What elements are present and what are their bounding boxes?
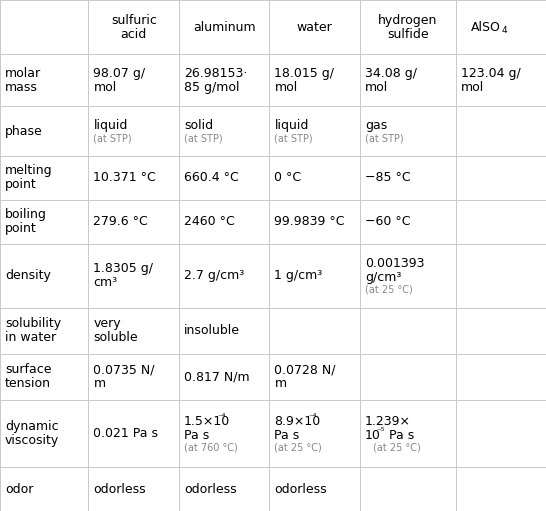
Text: 8.9×10: 8.9×10 [275,414,321,428]
Text: 34.08 g/: 34.08 g/ [365,66,417,80]
Text: density: density [5,269,51,282]
Text: tension: tension [5,377,51,390]
Text: boiling: boiling [5,208,47,221]
Text: (at STP): (at STP) [184,133,223,143]
Text: ⁻⁴: ⁻⁴ [217,413,226,422]
Text: soluble: soluble [93,332,138,344]
Text: 0.0728 N/: 0.0728 N/ [275,363,336,376]
Text: 10: 10 [365,429,381,442]
Text: mol: mol [93,81,117,94]
Text: 0 °C: 0 °C [275,172,301,184]
Text: 1 g/cm³: 1 g/cm³ [275,269,323,282]
Text: (at 25 °C): (at 25 °C) [373,443,421,453]
Text: melting: melting [5,165,52,177]
Text: 0.817 N/m: 0.817 N/m [184,370,250,383]
Text: odorless: odorless [184,483,236,496]
Text: 1.8305 g/: 1.8305 g/ [93,262,153,275]
Text: 99.9839 °C: 99.9839 °C [275,215,345,228]
Text: (at STP): (at STP) [365,133,403,143]
Text: m: m [275,377,287,390]
Text: 10.371 °C: 10.371 °C [93,172,156,184]
Text: 1.5×10: 1.5×10 [184,414,230,428]
Text: solid: solid [184,119,213,132]
Text: acid: acid [121,28,147,40]
Text: 4: 4 [501,26,507,35]
Text: hydrogen: hydrogen [378,14,437,27]
Text: 0.021 Pa s: 0.021 Pa s [93,427,158,440]
Text: 2.7 g/cm³: 2.7 g/cm³ [184,269,244,282]
Text: odorless: odorless [93,483,146,496]
Text: insoluble: insoluble [184,324,240,337]
Text: liquid: liquid [275,119,309,132]
Text: mol: mol [460,81,484,94]
Text: cm³: cm³ [93,276,117,289]
Text: 2460 °C: 2460 °C [184,215,235,228]
Text: −60 °C: −60 °C [365,215,411,228]
Text: sulfuric: sulfuric [111,14,157,27]
Text: m: m [93,377,105,390]
Text: mass: mass [5,81,38,94]
Text: surface: surface [5,363,51,376]
Text: Pa s: Pa s [275,429,300,442]
Text: (at STP): (at STP) [275,133,313,143]
Text: ⁻⁴: ⁻⁴ [308,413,316,422]
Text: solubility: solubility [5,317,61,331]
Text: phase: phase [5,125,43,137]
Text: molar: molar [5,66,41,80]
Text: Pa s: Pa s [385,429,414,442]
Text: (at 25 °C): (at 25 °C) [275,443,322,453]
Text: Pa s: Pa s [184,429,209,442]
Text: 0.001393: 0.001393 [365,257,424,270]
Text: very: very [93,317,121,331]
Text: 85 g/mol: 85 g/mol [184,81,240,94]
Text: (at STP): (at STP) [93,133,132,143]
Text: point: point [5,222,37,235]
Text: 18.015 g/: 18.015 g/ [275,66,335,80]
Text: 123.04 g/: 123.04 g/ [460,66,520,80]
Text: (at 760 °C): (at 760 °C) [184,443,238,453]
Text: 26.98153·: 26.98153· [184,66,247,80]
Text: gas: gas [365,119,387,132]
Text: sulfide: sulfide [387,28,429,40]
Text: odor: odor [5,483,33,496]
Text: 279.6 °C: 279.6 °C [93,215,148,228]
Text: mol: mol [275,81,298,94]
Text: 1.239×: 1.239× [365,414,411,428]
Text: odorless: odorless [275,483,327,496]
Text: point: point [5,178,37,192]
Text: −85 °C: −85 °C [365,172,411,184]
Text: 660.4 °C: 660.4 °C [184,172,239,184]
Text: (at 25 °C): (at 25 °C) [365,285,413,295]
Text: 0.0735 N/: 0.0735 N/ [93,363,155,376]
Text: dynamic: dynamic [5,420,58,433]
Text: in water: in water [5,332,56,344]
Text: water: water [297,20,333,34]
Text: g/cm³: g/cm³ [365,271,401,284]
Text: 98.07 g/: 98.07 g/ [93,66,146,80]
Text: AlSO: AlSO [471,20,501,34]
Text: viscosity: viscosity [5,434,60,447]
Text: ⁻⁵: ⁻⁵ [376,427,384,436]
Text: mol: mol [365,81,388,94]
Text: aluminum: aluminum [193,20,256,34]
Text: liquid: liquid [93,119,128,132]
